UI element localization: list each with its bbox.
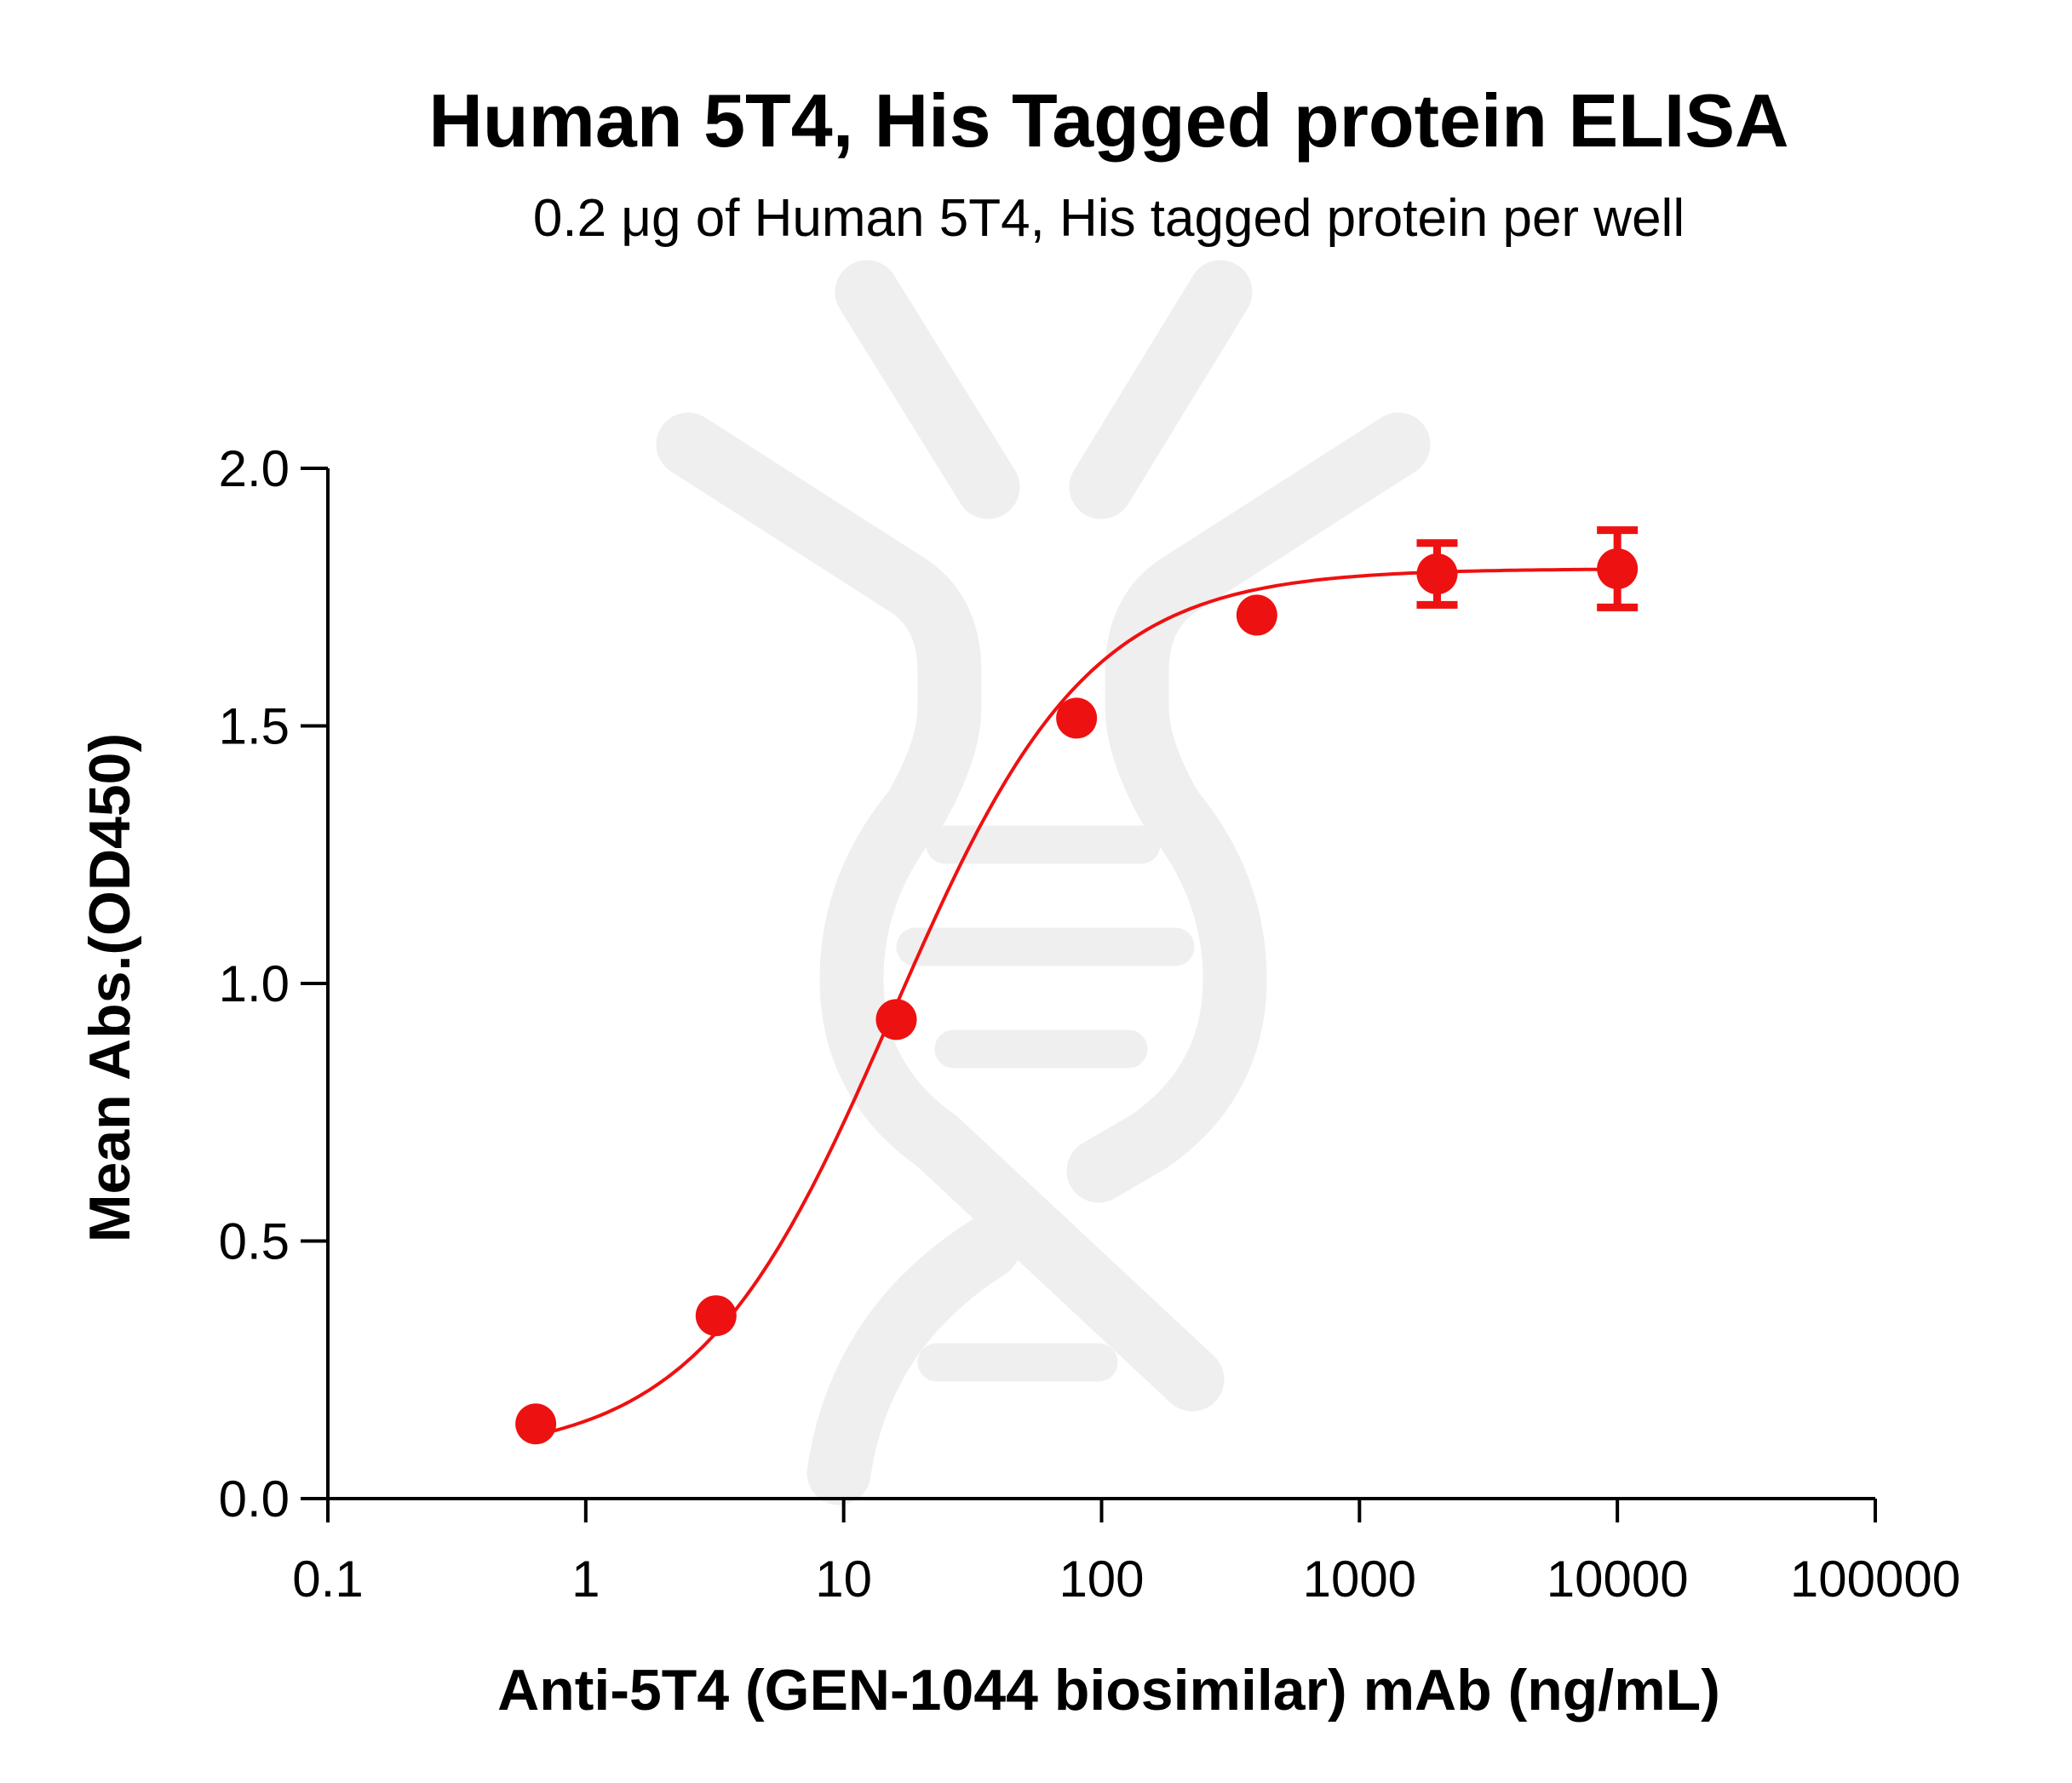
data-point [1597, 548, 1639, 589]
y-tick-label: 0.5 [219, 1213, 290, 1270]
chart-title: Human 5T4, His Tagged protein ELISA [428, 78, 1788, 163]
x-tick-label: 100 [1059, 1551, 1144, 1608]
data-point [1056, 697, 1098, 739]
data-point [1416, 553, 1458, 595]
watermark-logo [656, 260, 1431, 1505]
x-tick-label: 1000 [1303, 1551, 1416, 1608]
y-ticks: 0.0 0.5 1.0 1.5 2.0 [219, 440, 328, 1528]
x-ticks: 0.1 1 10 100 1000 10000 100000 [292, 1499, 1960, 1608]
x-tick-label: 10000 [1547, 1551, 1689, 1608]
data-point [515, 1403, 557, 1445]
data-point [875, 999, 917, 1041]
y-axis-title: Mean Abs.(OD450) [77, 733, 142, 1242]
y-tick-label: 2.0 [219, 440, 290, 497]
y-tick-label: 1.5 [219, 698, 290, 755]
chart-subtitle: 0.2 μg of Human 5T4, His tagged protein … [533, 189, 1685, 248]
x-tick-label: 100000 [1790, 1551, 1960, 1608]
y-tick-label: 0.0 [219, 1471, 290, 1528]
x-tick-label: 0.1 [292, 1551, 363, 1608]
y-tick-label: 1.0 [219, 955, 290, 1012]
x-axis-title: Anti-5T4 (GEN-1044 biosimilar) mAb (ng/m… [497, 1658, 1720, 1723]
data-point [1236, 594, 1277, 636]
data-point [695, 1295, 737, 1337]
x-tick-label: 1 [571, 1551, 600, 1608]
x-tick-label: 10 [815, 1551, 872, 1608]
data-points [515, 526, 1639, 1445]
